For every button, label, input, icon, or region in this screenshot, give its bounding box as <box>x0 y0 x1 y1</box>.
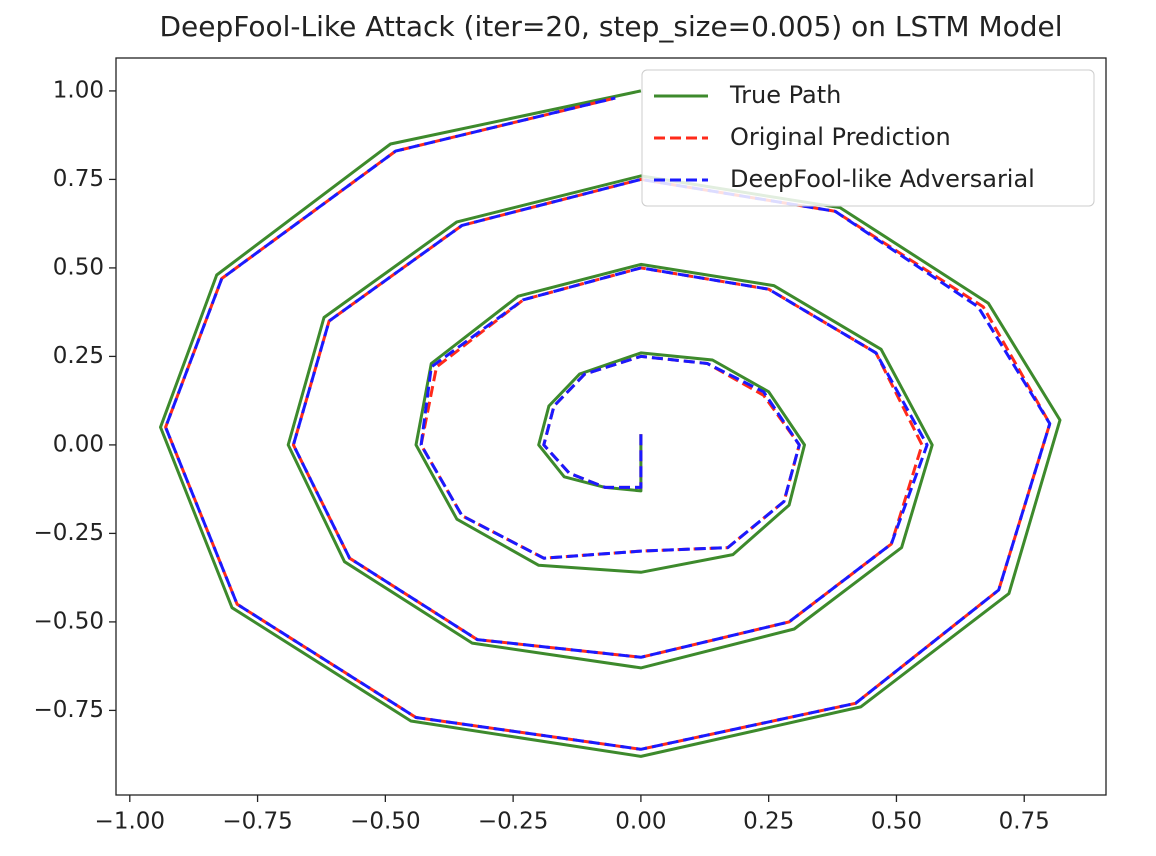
y-tick-label: −0.25 <box>34 520 104 546</box>
series-line <box>159 89 1062 758</box>
legend-label: Original Prediction <box>730 123 951 151</box>
y-tick-label: 1.00 <box>53 77 104 103</box>
legend-box <box>641 69 1095 207</box>
x-tick-label: 0.50 <box>871 809 922 835</box>
x-tick-label: −0.50 <box>350 809 420 835</box>
series-line <box>164 96 1052 751</box>
x-tick-label: −0.25 <box>478 809 548 835</box>
x-tick-label: −1.00 <box>95 809 165 835</box>
y-tick-label: 0.00 <box>53 431 104 457</box>
chart-title: DeepFool-Like Attack (iter=20, step_size… <box>159 10 1062 43</box>
legend-label: DeepFool-like Adversarial <box>730 165 1035 193</box>
x-tick-label: 0.75 <box>999 809 1050 835</box>
x-tick-label: −0.75 <box>222 809 292 835</box>
legend: True Path Original Prediction DeepFool-lik… <box>641 69 1095 207</box>
y-tick-label: 0.50 <box>53 254 104 280</box>
y-tick-label: −0.50 <box>34 608 104 634</box>
x-tick-label: 0.00 <box>615 809 666 835</box>
x-tick-label: 0.25 <box>743 809 794 835</box>
legend-label: True Path <box>729 81 841 109</box>
plot-frame <box>115 57 1107 796</box>
y-tick-label: 0.25 <box>53 343 104 369</box>
y-tick-label: 0.75 <box>53 166 104 192</box>
y-tick-label: −0.75 <box>34 697 104 723</box>
